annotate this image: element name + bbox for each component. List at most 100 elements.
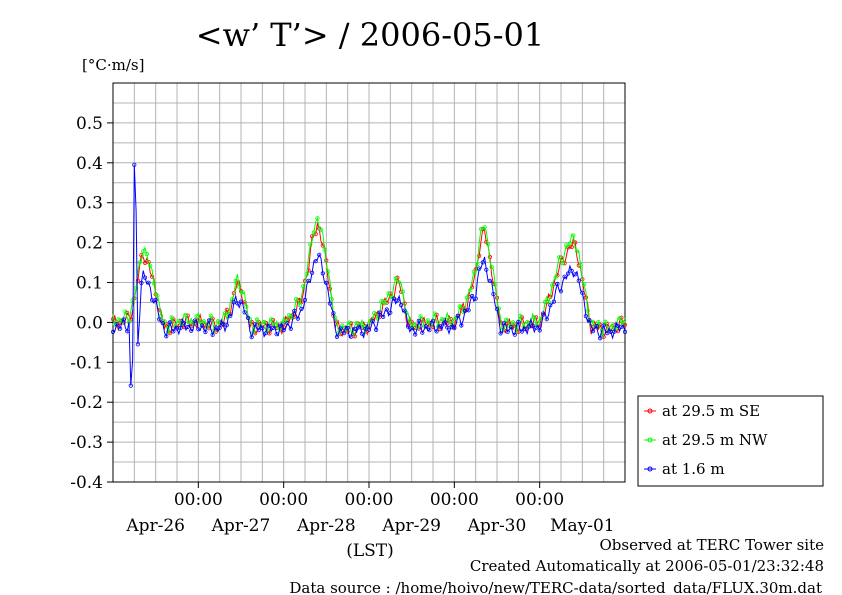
y-tick-label: -0.1 [70,353,103,373]
data-point [128,383,133,388]
data-point [548,303,553,308]
y-tick-label: 0.4 [76,154,103,174]
data-point [164,334,169,339]
data-point [455,313,460,318]
data-point [293,296,299,302]
data-point [192,318,197,323]
x-tick-time-label: 00:00 [430,490,479,510]
series-2 [110,162,628,388]
data-point [398,302,404,308]
data-point [603,319,608,324]
data-point [610,323,615,328]
data-point [553,275,558,280]
data-point [210,332,215,337]
data-point [555,281,560,287]
x-tick-time-label: 00:00 [174,490,223,510]
data-point [366,327,372,332]
data-point [597,336,603,341]
data-point [573,272,578,277]
x-tick-time-label: 00:00 [515,490,564,510]
data-point [621,319,626,325]
data-point [237,284,242,289]
data-point [249,335,254,340]
data-point [125,329,130,334]
data-point [212,328,217,333]
data-point [571,233,576,238]
data-point [354,320,359,326]
data-point [153,297,158,303]
data-point [158,313,164,318]
data-point [261,319,267,325]
data-point [420,330,425,335]
data-point [183,313,188,318]
data-point [549,283,555,288]
data-point [564,243,569,248]
grid-lines [113,83,625,482]
data-point [587,317,592,323]
data-point [407,318,412,323]
legend-label: at 29.5 m SE [662,402,760,420]
footer-created: Created Automatically at 2006-05-01/23:3… [470,557,824,575]
data-point [430,318,436,323]
x-tick-date-label: May-01 [550,516,615,536]
data-point [277,323,283,328]
data-point [560,260,565,266]
data-point [132,162,137,167]
data-point [135,342,140,347]
data-point [441,321,446,326]
data-point [134,286,139,291]
data-point [285,321,290,326]
data-point [246,315,251,320]
y-tick-label: 0.0 [76,313,103,333]
data-point [338,326,343,331]
chart-title: <w’ T’> / 2006-05-01 [196,16,545,54]
x-tick-date-label: Apr-26 [125,516,185,536]
data-point [269,317,274,322]
data-point [334,334,340,339]
data-point [413,332,418,337]
data-point [244,304,249,309]
data-point [411,322,416,327]
data-point [230,297,235,302]
data-point [178,325,183,330]
data-point [324,280,329,285]
data-point [359,331,364,336]
data-point [194,314,199,319]
data-point [176,318,181,323]
legend-label: at 1.6 m [662,460,725,478]
y-tick-label: 0.3 [76,194,103,214]
data-point [228,313,233,318]
data-point [160,320,165,326]
data-point [299,306,304,311]
data-point [477,266,482,271]
data-point [402,308,407,313]
data-point [585,308,590,313]
data-point [599,332,605,338]
data-point [487,278,492,283]
data-point [141,249,146,254]
data-point [395,298,400,303]
series-layer [110,162,628,388]
data-point [347,320,352,325]
data-point [242,310,247,315]
y-tick-label: -0.4 [70,473,103,493]
data-point [605,330,610,336]
x-tick-time-label: 00:00 [259,490,308,510]
legend: at 29.5 m SE at 29.5 m NW at 1.6 m [637,395,824,487]
data-point [425,318,430,323]
data-point [123,309,128,314]
data-point [274,332,279,337]
data-point [466,308,471,313]
data-point [491,291,496,297]
data-point [583,313,589,319]
data-point [155,293,160,298]
data-point [281,327,286,333]
data-point [166,329,171,334]
data-point [201,319,206,324]
data-point [313,259,318,264]
data-point [146,280,151,285]
data-point [409,326,414,331]
data-point [182,320,187,326]
y-tick-label: -0.2 [70,393,103,413]
data-point [601,323,606,328]
